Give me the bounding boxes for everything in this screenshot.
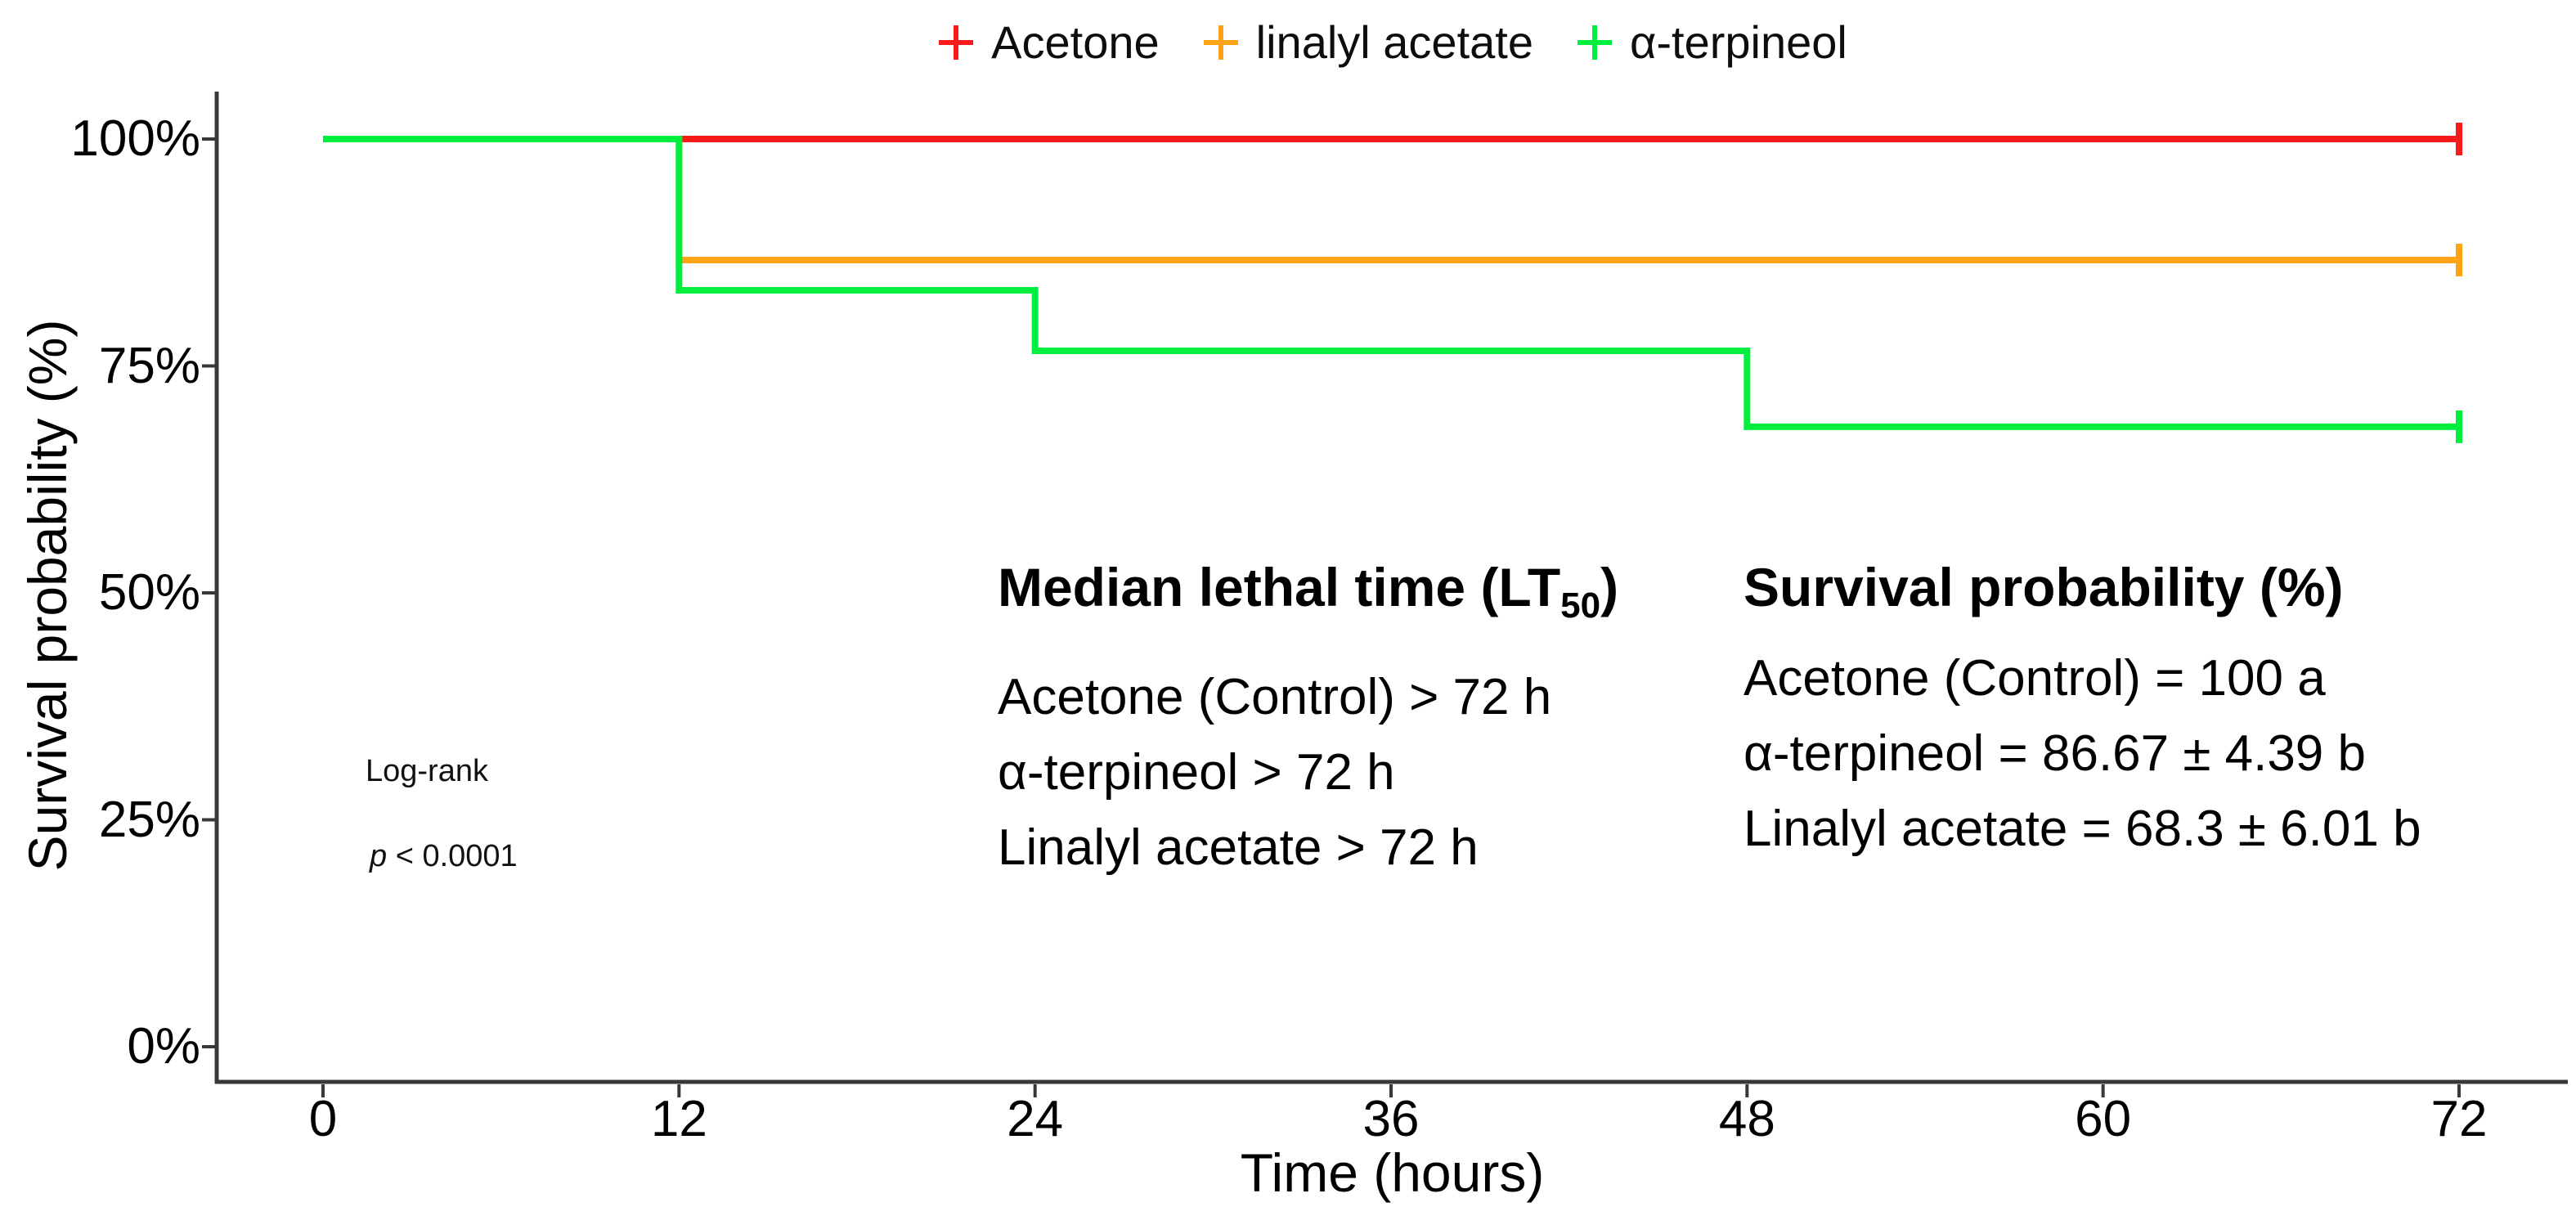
survival-curve-linalyl-acetate [323, 136, 2459, 263]
y-tick-label-75: 75% [98, 337, 200, 394]
y-tick-label-25: 25% [98, 791, 200, 848]
median-title-subscript: 50 [1560, 586, 1601, 626]
y-tick-label-50: 50% [98, 564, 200, 621]
p-symbol: p [370, 839, 388, 873]
x-tick-label-0: 0 [308, 1091, 338, 1147]
x-tick-label-72: 72 [2430, 1091, 2488, 1147]
y-tick-label-0: 0% [127, 1018, 200, 1075]
x-axis-title: Time (hours) [1240, 1142, 1545, 1203]
median-line-acetone: Acetone (Control) > 72 h [998, 669, 1552, 726]
p-value: < 0.0001 [387, 839, 518, 873]
x-tick-label-48: 48 [1718, 1091, 1775, 1147]
p-value-text: p < 0.0001 [370, 839, 518, 874]
median-line-terpineol: α-terpineol > 72 h [998, 744, 1395, 801]
legend-item-acetone: Acetone [937, 18, 1160, 67]
logrank-test-label: Log-rank [366, 754, 488, 788]
x-tick-label-24: 24 [1007, 1091, 1064, 1147]
legend-label-acetone: Acetone [991, 16, 1160, 68]
legend-item-linalyl-acetate: linalyl acetate [1202, 18, 1533, 67]
survival-probability-block: Survival probability (%) Acetone (Contro… [1744, 554, 2421, 867]
survival-line-linalyl: Linalyl acetate = 68.3 ± 6.01 b [1744, 801, 2421, 857]
y-tick-label-100: 100% [70, 110, 200, 167]
x-tick-label-36: 36 [1362, 1091, 1420, 1147]
survival-line-terpineol: α-terpineol = 86.67 ± 4.39 b [1744, 725, 2366, 782]
median-block-title: Median lethal time (LT50) [998, 554, 1618, 639]
median-lethal-time-block: Median lethal time (LT50) Acetone (Contr… [998, 554, 1618, 886]
x-tick-label-12: 12 [650, 1091, 707, 1147]
censor-plus-icon [939, 25, 974, 60]
legend-label--terpineol: α-terpineol [1629, 16, 1847, 68]
median-block-lines: Acetone (Control) > 72 h α-terpineol > 7… [998, 660, 1618, 886]
x-tick-label-60: 60 [2075, 1091, 2132, 1147]
legend-item--terpineol: α-terpineol [1576, 18, 1847, 67]
legend: Acetone linalyl acetate α-terpineol [217, 10, 2568, 75]
survival-block-title: Survival probability (%) [1744, 557, 2344, 617]
censor-plus-icon [1203, 25, 1238, 60]
survival-block-lines: Acetone (Control) = 100 a α-terpineol = … [1744, 641, 2421, 867]
median-title-prefix: Median lethal time (LT [998, 557, 1561, 617]
median-title-suffix: ) [1600, 557, 1619, 617]
survival-curve--terpineol [323, 136, 2459, 430]
legend-label-linalyl-acetate: linalyl acetate [1255, 16, 1533, 68]
censor-plus-icon [1577, 25, 1612, 60]
survival-line-acetone: Acetone (Control) = 100 a [1744, 650, 2326, 707]
median-line-linalyl: Linalyl acetate > 72 h [998, 819, 1479, 877]
